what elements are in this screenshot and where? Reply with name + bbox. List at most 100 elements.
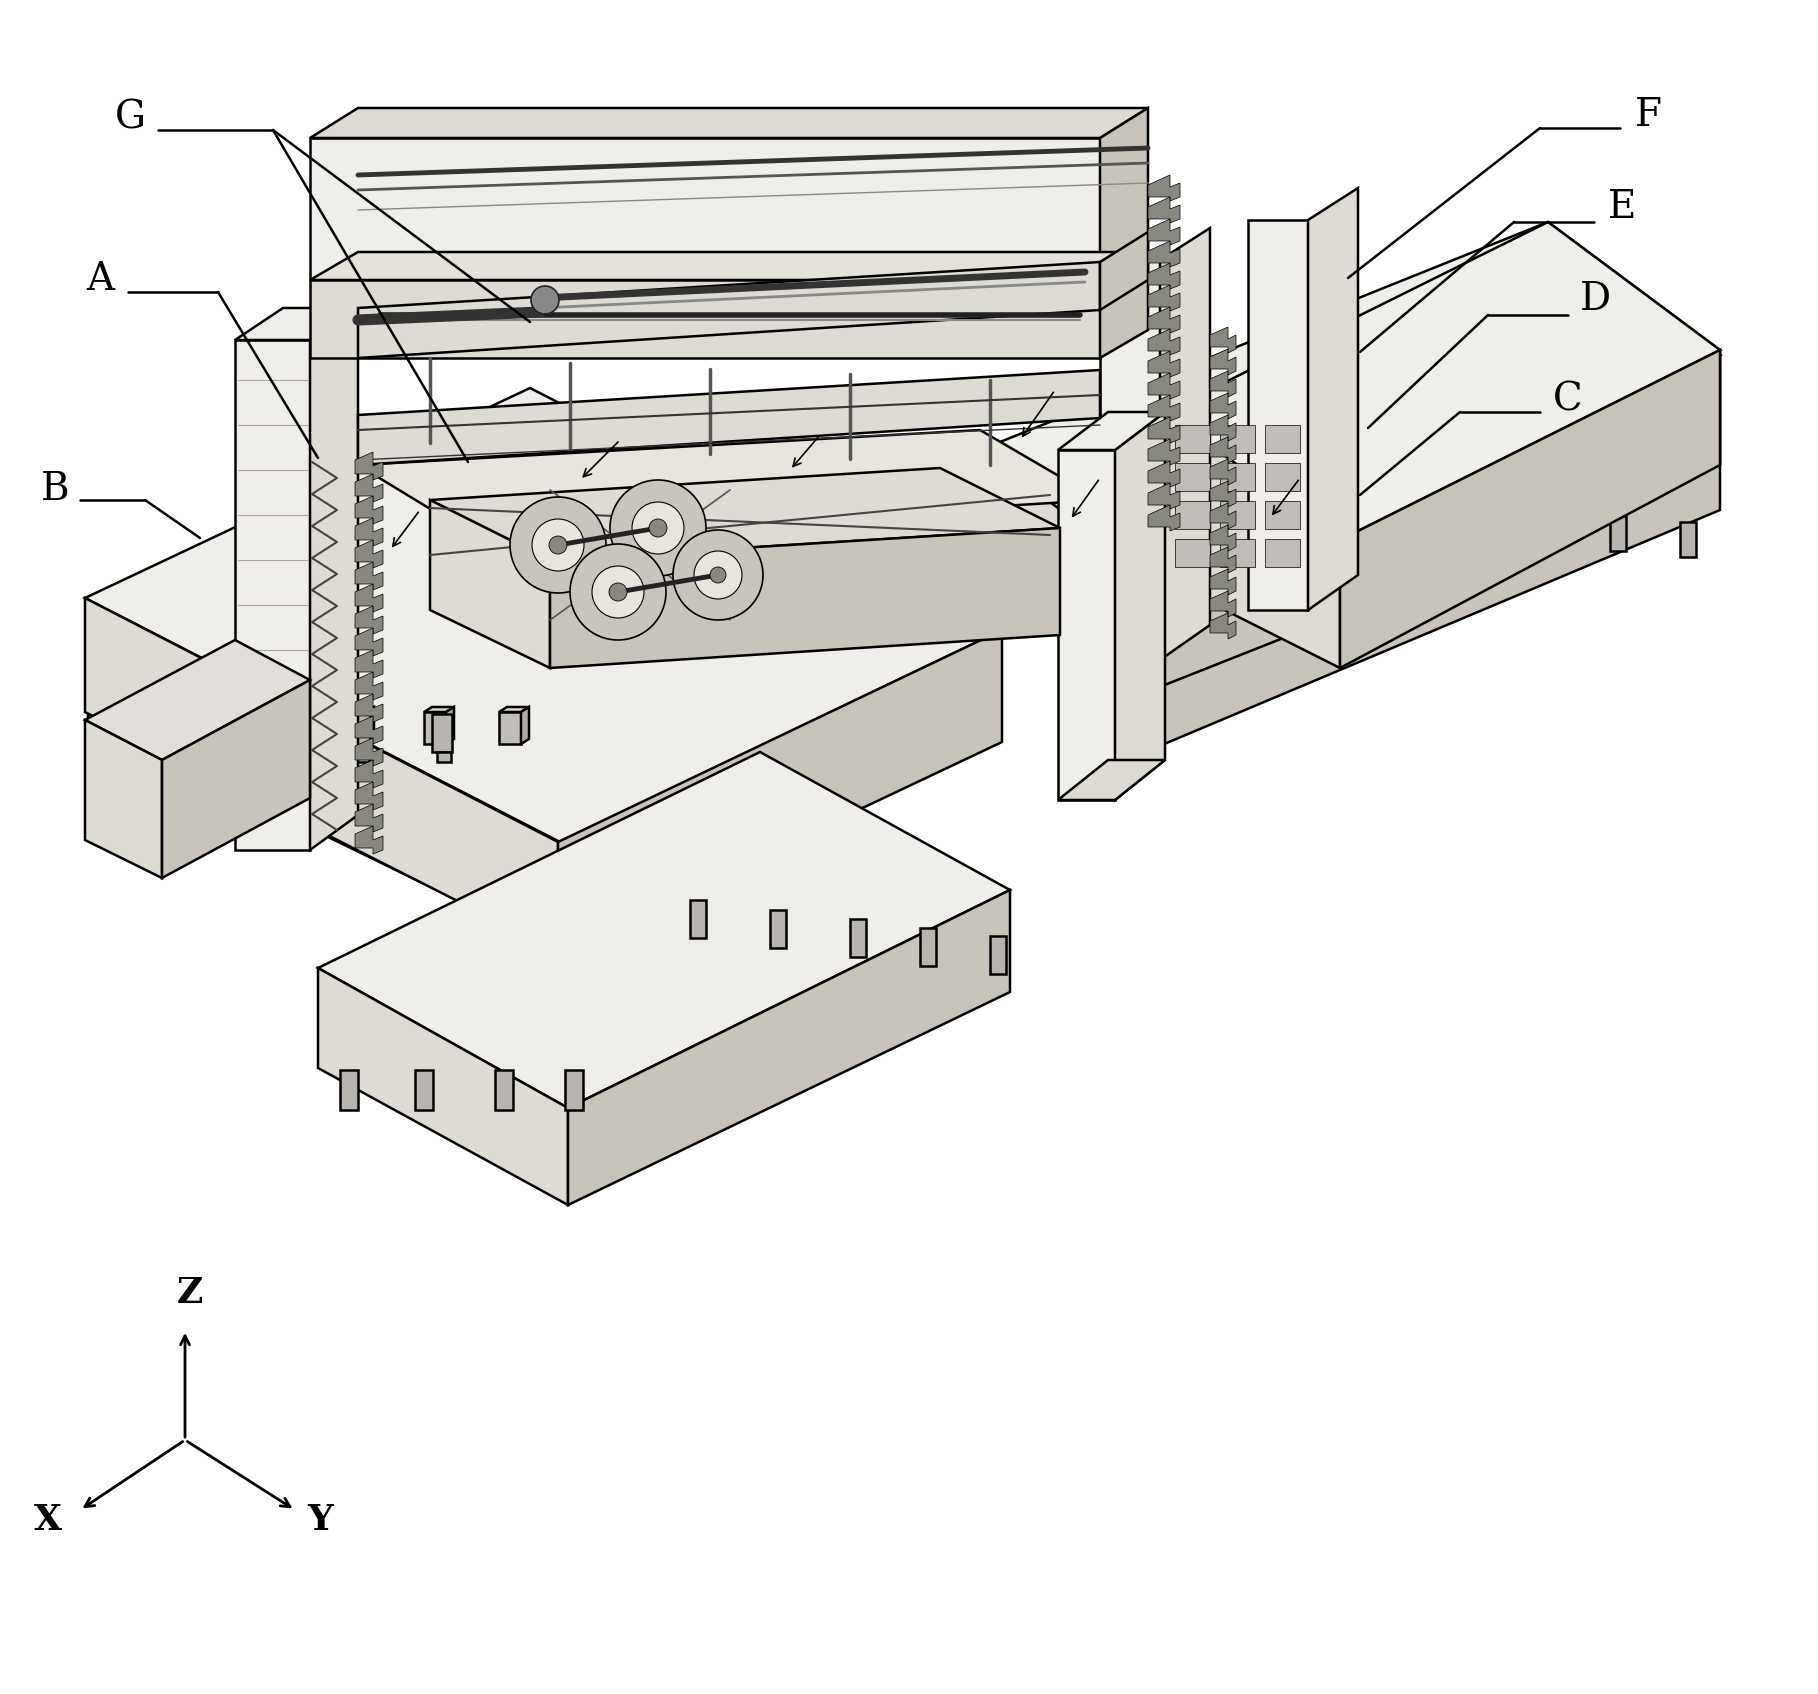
Polygon shape	[920, 928, 936, 966]
Polygon shape	[1058, 451, 1114, 800]
Polygon shape	[1114, 412, 1165, 800]
Polygon shape	[235, 340, 311, 850]
Polygon shape	[355, 474, 384, 501]
Polygon shape	[311, 137, 1100, 280]
Polygon shape	[1211, 327, 1236, 352]
Polygon shape	[1147, 285, 1180, 312]
Polygon shape	[415, 1071, 433, 1110]
Text: E: E	[1607, 190, 1636, 227]
Polygon shape	[558, 630, 1002, 952]
Text: D: D	[1580, 281, 1611, 318]
Polygon shape	[129, 706, 136, 744]
Polygon shape	[1420, 501, 1436, 535]
Polygon shape	[311, 108, 1147, 137]
Polygon shape	[991, 937, 1005, 974]
Polygon shape	[1211, 437, 1236, 462]
Circle shape	[549, 535, 567, 554]
Polygon shape	[355, 827, 384, 854]
Polygon shape	[318, 752, 1011, 1108]
Polygon shape	[1058, 412, 1165, 451]
Polygon shape	[85, 640, 311, 761]
Polygon shape	[311, 308, 358, 850]
Polygon shape	[205, 706, 215, 744]
Polygon shape	[264, 706, 295, 711]
Polygon shape	[1160, 229, 1211, 661]
Polygon shape	[358, 369, 1100, 464]
Polygon shape	[273, 752, 287, 762]
Polygon shape	[264, 711, 285, 744]
Polygon shape	[1211, 459, 1236, 484]
Polygon shape	[1211, 349, 1236, 374]
Polygon shape	[115, 752, 129, 762]
Polygon shape	[431, 468, 1060, 561]
Polygon shape	[85, 598, 558, 952]
Polygon shape	[851, 920, 865, 957]
Polygon shape	[193, 752, 207, 762]
Polygon shape	[1211, 591, 1236, 617]
Polygon shape	[1220, 539, 1254, 567]
Polygon shape	[162, 679, 311, 877]
Polygon shape	[1147, 373, 1180, 400]
Circle shape	[531, 286, 558, 313]
Polygon shape	[980, 451, 1153, 689]
Polygon shape	[344, 706, 375, 711]
Polygon shape	[1611, 517, 1625, 551]
Polygon shape	[1011, 468, 1025, 503]
Polygon shape	[1680, 522, 1696, 557]
Circle shape	[533, 518, 584, 571]
Polygon shape	[187, 713, 207, 752]
Polygon shape	[87, 395, 1000, 855]
Polygon shape	[285, 706, 295, 744]
Polygon shape	[1174, 462, 1211, 491]
Polygon shape	[355, 650, 384, 678]
Polygon shape	[433, 713, 453, 752]
Polygon shape	[1220, 462, 1254, 491]
Polygon shape	[355, 562, 384, 590]
Polygon shape	[1211, 393, 1236, 418]
Polygon shape	[1265, 539, 1300, 567]
Circle shape	[511, 496, 605, 593]
Polygon shape	[1147, 461, 1180, 486]
Polygon shape	[1211, 569, 1236, 595]
Polygon shape	[1147, 395, 1180, 422]
Polygon shape	[1265, 425, 1300, 452]
Polygon shape	[355, 496, 384, 523]
Circle shape	[711, 567, 725, 583]
Polygon shape	[1520, 508, 1536, 544]
Circle shape	[633, 501, 684, 554]
Polygon shape	[87, 620, 560, 950]
Polygon shape	[551, 529, 1060, 667]
Polygon shape	[1147, 329, 1180, 356]
Polygon shape	[1165, 222, 1720, 540]
Polygon shape	[1147, 307, 1180, 334]
Polygon shape	[1147, 197, 1180, 224]
Circle shape	[609, 583, 627, 601]
Polygon shape	[980, 222, 1720, 578]
Polygon shape	[1340, 351, 1720, 667]
Polygon shape	[1220, 501, 1254, 529]
Circle shape	[571, 544, 665, 640]
Polygon shape	[498, 706, 529, 711]
Polygon shape	[344, 711, 365, 744]
Polygon shape	[1100, 259, 1160, 661]
Polygon shape	[771, 910, 785, 947]
Polygon shape	[1147, 351, 1180, 378]
Polygon shape	[1100, 476, 1116, 510]
Polygon shape	[365, 706, 375, 744]
Polygon shape	[565, 1071, 584, 1110]
Polygon shape	[355, 739, 384, 766]
Polygon shape	[1247, 220, 1307, 610]
Circle shape	[611, 479, 705, 576]
Circle shape	[673, 530, 764, 620]
Polygon shape	[567, 889, 1011, 1204]
Polygon shape	[111, 713, 131, 752]
Circle shape	[694, 551, 742, 600]
Polygon shape	[1147, 417, 1180, 444]
Polygon shape	[355, 540, 384, 567]
Polygon shape	[1147, 505, 1180, 530]
Text: F: F	[1634, 97, 1662, 134]
Polygon shape	[1165, 412, 1340, 667]
Polygon shape	[355, 673, 384, 700]
Polygon shape	[311, 280, 1100, 357]
Polygon shape	[355, 584, 384, 612]
